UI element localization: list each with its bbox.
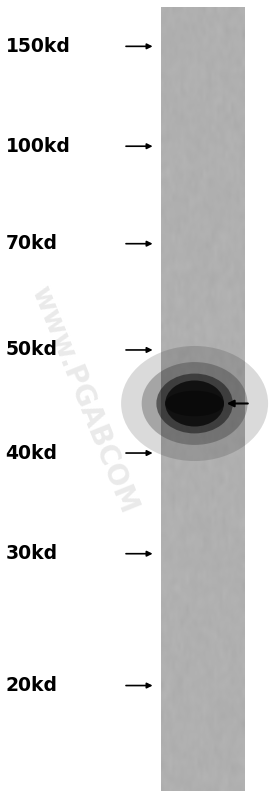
Bar xyxy=(161,8,245,791)
Ellipse shape xyxy=(165,380,224,427)
Text: 150kd: 150kd xyxy=(6,37,71,56)
Text: www.PGABCOM: www.PGABCOM xyxy=(25,282,143,517)
Text: 20kd: 20kd xyxy=(6,676,58,695)
Ellipse shape xyxy=(165,391,224,416)
Text: 100kd: 100kd xyxy=(6,137,71,156)
Text: 30kd: 30kd xyxy=(6,544,58,563)
Ellipse shape xyxy=(156,374,233,433)
Text: 70kd: 70kd xyxy=(6,234,58,253)
Text: 50kd: 50kd xyxy=(6,340,58,360)
Text: 40kd: 40kd xyxy=(6,443,58,463)
Ellipse shape xyxy=(142,362,248,445)
Ellipse shape xyxy=(121,346,268,461)
